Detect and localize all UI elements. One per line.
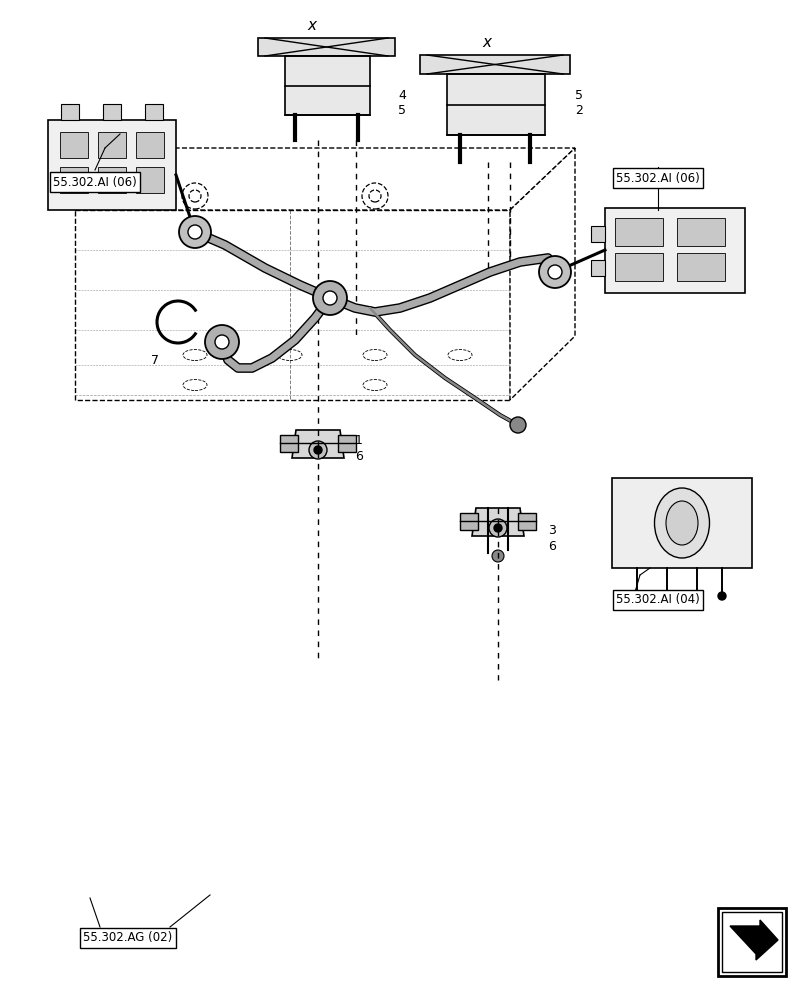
Text: 5: 5 <box>397 104 406 117</box>
Circle shape <box>312 281 346 315</box>
Polygon shape <box>604 208 744 293</box>
Polygon shape <box>419 55 569 74</box>
Polygon shape <box>721 912 781 972</box>
Text: 2: 2 <box>574 104 582 117</box>
Text: 1: 1 <box>354 434 363 446</box>
Polygon shape <box>611 478 751 568</box>
Text: 55.302.AI (06): 55.302.AI (06) <box>53 176 137 189</box>
Circle shape <box>204 325 238 359</box>
Polygon shape <box>48 120 176 210</box>
Polygon shape <box>103 104 121 120</box>
Text: 3: 3 <box>547 524 556 536</box>
Polygon shape <box>145 104 163 120</box>
Polygon shape <box>509 148 574 400</box>
Polygon shape <box>135 132 164 158</box>
Text: 55.302.AG (02): 55.302.AG (02) <box>84 931 173 944</box>
Polygon shape <box>285 56 370 115</box>
Circle shape <box>547 265 561 279</box>
Circle shape <box>491 550 504 562</box>
Polygon shape <box>60 132 88 158</box>
Circle shape <box>539 256 570 288</box>
Circle shape <box>178 216 211 248</box>
Polygon shape <box>590 226 604 242</box>
Circle shape <box>509 417 526 433</box>
Polygon shape <box>61 104 79 120</box>
Circle shape <box>663 592 670 600</box>
Polygon shape <box>98 132 126 158</box>
Polygon shape <box>75 148 574 210</box>
Text: 7: 7 <box>151 354 159 366</box>
Circle shape <box>488 519 506 537</box>
Text: 55.302.AI (06): 55.302.AI (06) <box>616 172 699 185</box>
Polygon shape <box>60 167 88 193</box>
Polygon shape <box>717 908 785 976</box>
Polygon shape <box>337 435 355 452</box>
Polygon shape <box>446 74 544 135</box>
Circle shape <box>692 592 700 600</box>
Text: 6: 6 <box>354 450 363 462</box>
Circle shape <box>717 592 725 600</box>
Circle shape <box>309 441 327 459</box>
Polygon shape <box>517 513 535 530</box>
Polygon shape <box>676 253 724 281</box>
Circle shape <box>188 225 202 239</box>
Ellipse shape <box>654 488 709 558</box>
Text: 4: 4 <box>397 89 406 102</box>
Polygon shape <box>676 218 724 246</box>
Text: 6: 6 <box>547 540 556 552</box>
Text: 55.302.AI (04): 55.302.AI (04) <box>616 593 699 606</box>
Circle shape <box>215 335 229 349</box>
Polygon shape <box>135 167 164 193</box>
Polygon shape <box>729 920 777 960</box>
Circle shape <box>323 291 337 305</box>
Polygon shape <box>292 430 344 458</box>
Text: x: x <box>482 35 491 50</box>
Polygon shape <box>471 508 523 536</box>
Polygon shape <box>280 435 298 452</box>
Text: x: x <box>307 18 316 33</box>
Ellipse shape <box>665 501 697 545</box>
Polygon shape <box>614 218 663 246</box>
Circle shape <box>314 446 322 454</box>
Text: 5: 5 <box>574 89 582 102</box>
Polygon shape <box>614 253 663 281</box>
Polygon shape <box>460 513 478 530</box>
Circle shape <box>633 592 640 600</box>
Circle shape <box>493 524 501 532</box>
Polygon shape <box>590 260 604 276</box>
Polygon shape <box>75 210 509 400</box>
Polygon shape <box>98 167 126 193</box>
Polygon shape <box>258 38 394 56</box>
